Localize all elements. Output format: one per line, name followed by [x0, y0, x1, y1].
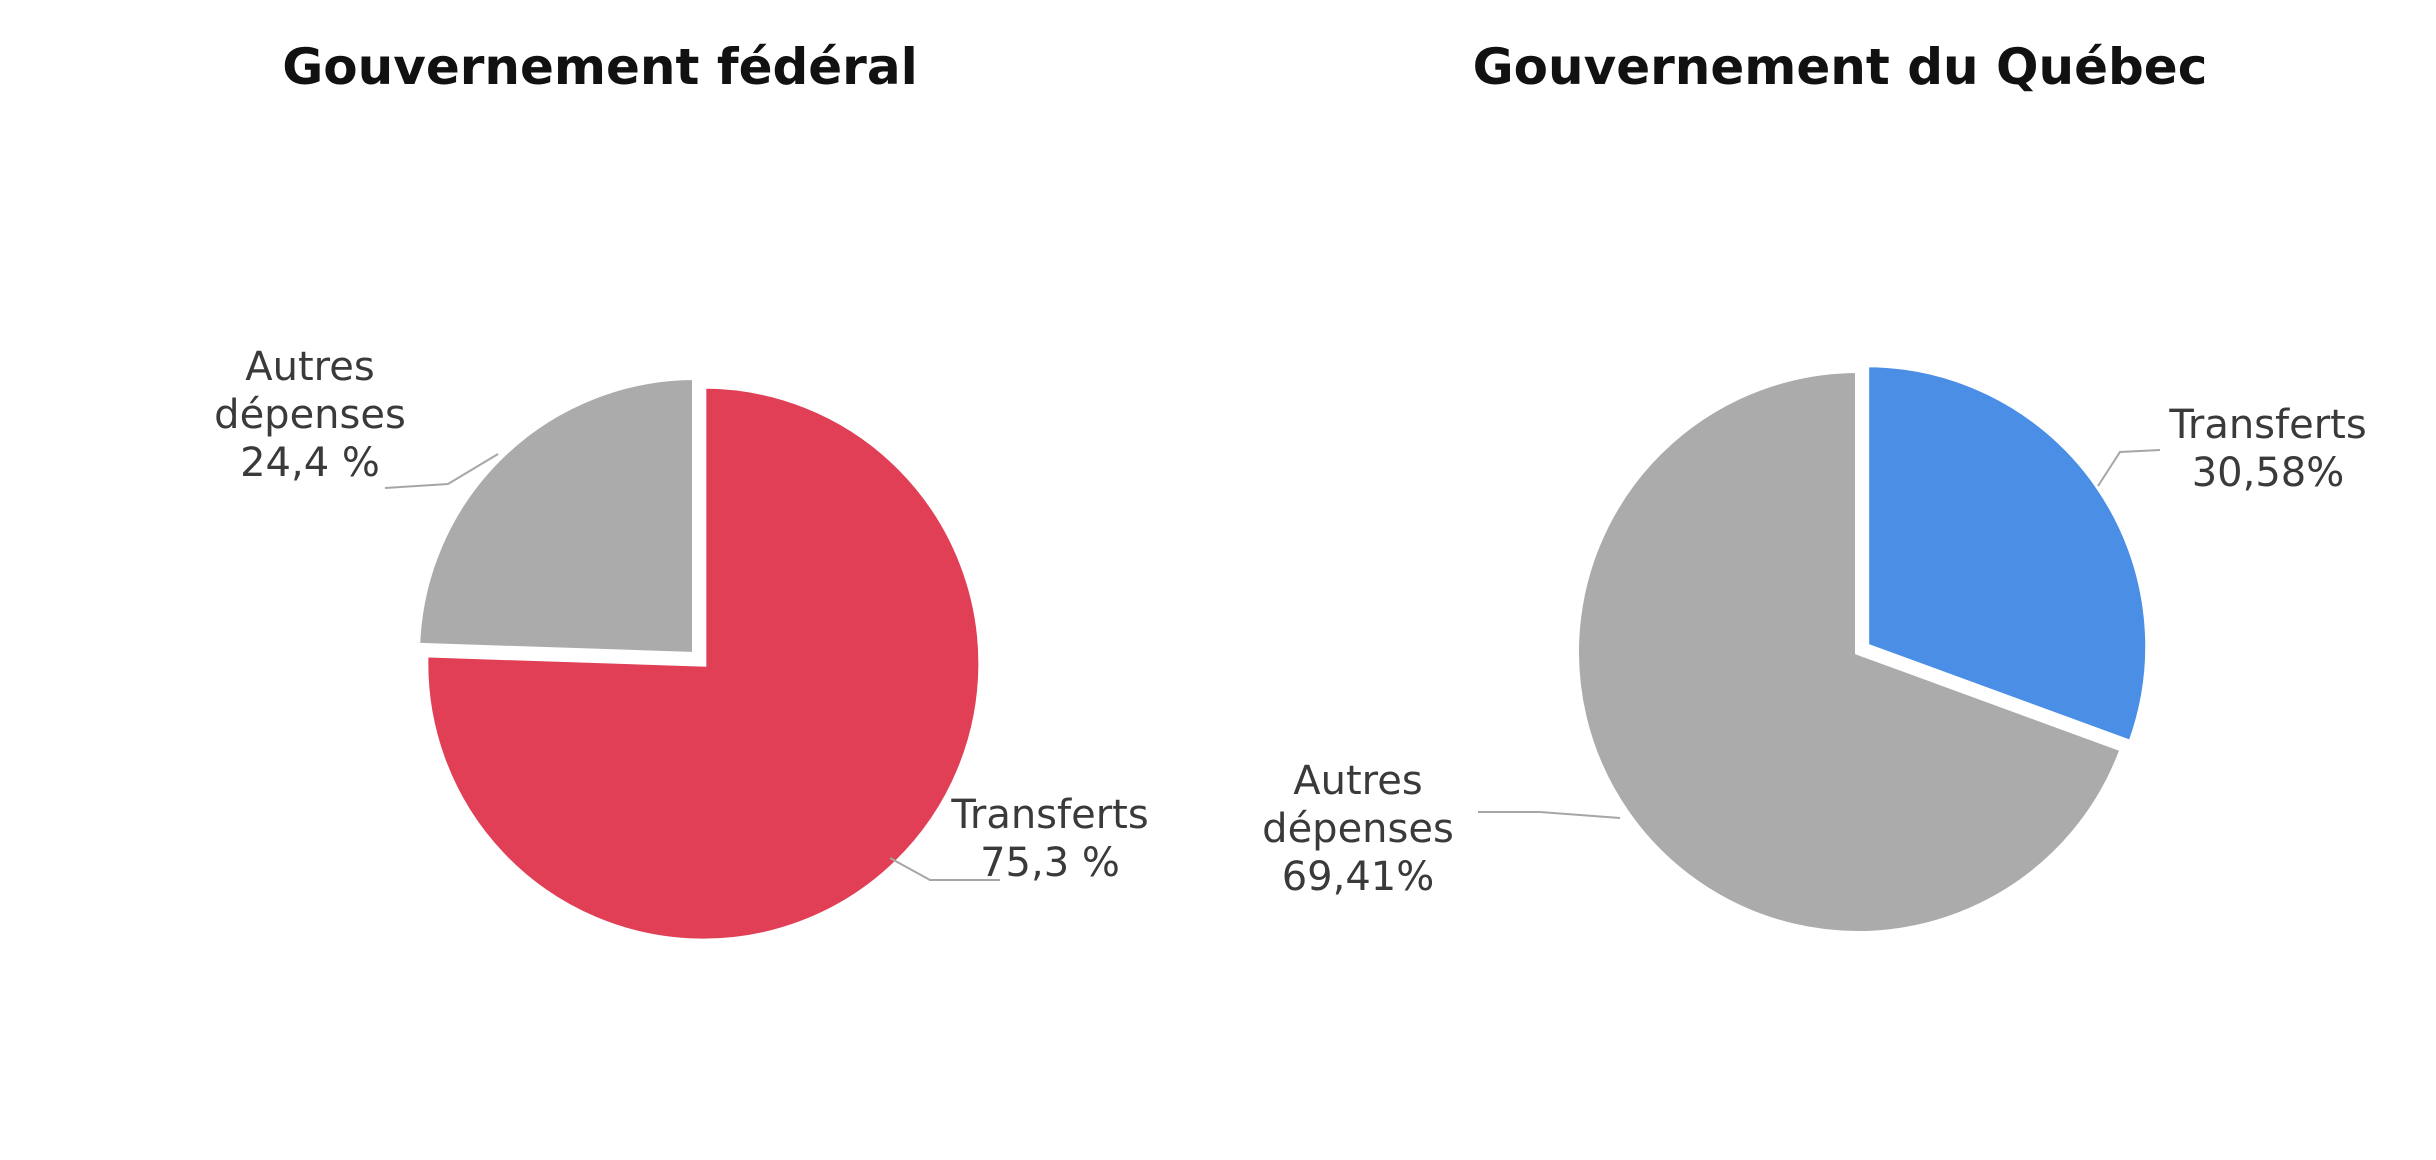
data-label-line: 75,3 %: [980, 840, 1120, 886]
pie-slice-autres-d-penses: [1573, 366, 2127, 937]
data-label-line: Autres: [245, 344, 374, 390]
data-label-transferts: Transferts 30,58%: [2168, 402, 2366, 496]
pie-slice-transferts: [422, 382, 985, 945]
data-label-autres-d-penses: Autres dépenses 24,4 %: [214, 344, 406, 486]
quebec-pie-chart: Gouvernement du Québec Transferts 30,58% A…: [1262, 38, 2367, 937]
leader-line-transferts: [2097, 449, 2161, 487]
quebec-chart-title: Gouvernement du Québec: [1473, 38, 2208, 96]
pie-slice-autres-d-penses: [414, 373, 698, 659]
leader-line-autres-d-penses: [1478, 811, 1621, 819]
data-label-line: 69,41%: [1282, 854, 1435, 900]
data-label-line: Autres: [1293, 758, 1422, 804]
federal-chart-title: Gouvernement fédéral: [282, 38, 917, 96]
leader-line-transferts: [889, 857, 1000, 881]
pie-slice-transferts: [1863, 361, 2152, 748]
data-label-line: 30,58%: [2192, 450, 2345, 496]
data-label-line: Transferts: [950, 792, 1148, 838]
data-label-line: Transferts: [2168, 402, 2366, 448]
federal-pie-chart: Gouvernement fédéral Transferts 75,3 % Aut…: [214, 38, 1149, 945]
data-label-transferts: Transferts 75,3 %: [950, 792, 1148, 886]
data-label-line: dépenses: [214, 392, 406, 438]
data-label-line: 24,4 %: [240, 440, 380, 486]
leader-line-autres-d-penses: [384, 453, 499, 489]
data-label-line: dépenses: [1262, 806, 1454, 852]
data-label-autres-d-penses: Autres dépenses 69,41%: [1262, 758, 1454, 900]
